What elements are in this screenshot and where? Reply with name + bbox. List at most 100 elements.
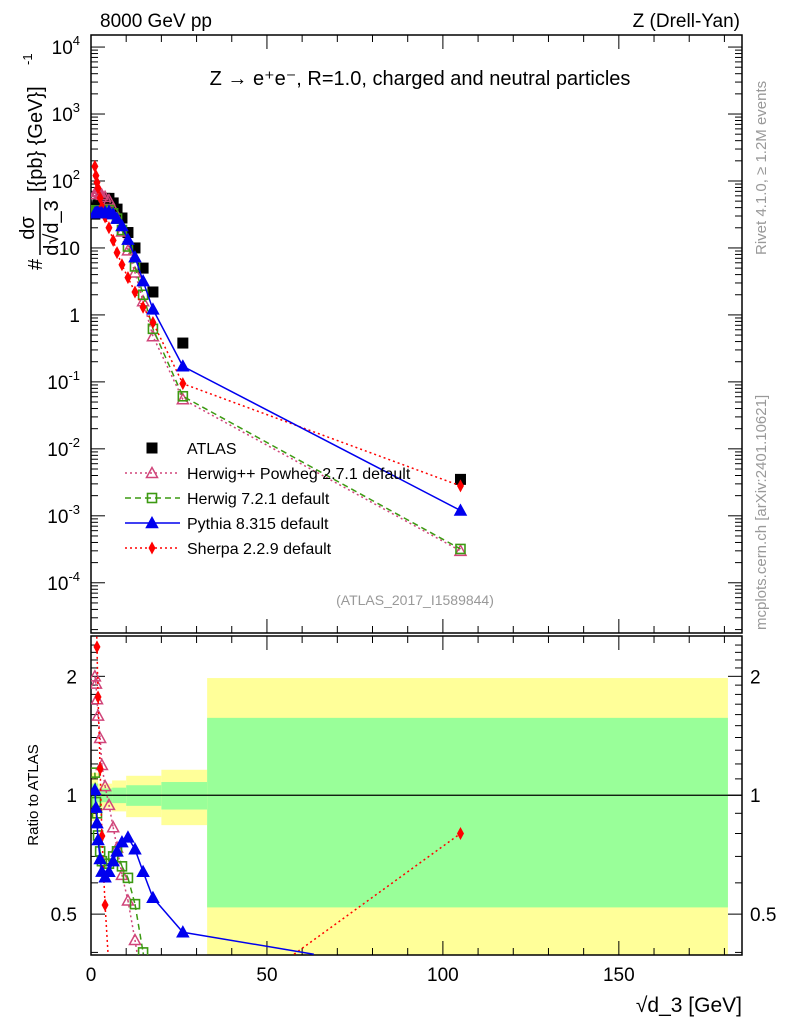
- ratio-tick-label: 1: [66, 786, 77, 807]
- ratio-line: [152, 897, 184, 933]
- ratio-point: [96, 762, 104, 776]
- ratio-point: [115, 867, 129, 881]
- x-tick-label: 150: [603, 965, 635, 986]
- data-point: [129, 242, 141, 254]
- data-point: [118, 258, 126, 272]
- ratio-line: [94, 676, 97, 684]
- y-label-hash: #: [25, 258, 47, 270]
- legend-label: ATLAS: [187, 441, 237, 458]
- data-point: [176, 359, 190, 372]
- header-right: Z (Drell-Yan): [633, 11, 740, 32]
- data-point: [110, 211, 124, 224]
- main-series: [91, 159, 468, 557]
- ratio-tick-label-right: 0.5: [750, 905, 776, 926]
- x-tick-label: 0: [86, 965, 97, 986]
- analysis-id: (ATLAS_2017_I1589844): [336, 592, 494, 608]
- ratio-line: [293, 832, 461, 955]
- main-panel-frame: [90, 34, 743, 634]
- ratio-point: [91, 708, 105, 721]
- series-atlas: [91, 192, 466, 485]
- legend-label: Sherpa 2.2.9 default: [187, 541, 332, 558]
- y-tick-label: 10-4: [47, 569, 80, 595]
- ratio-line: [112, 827, 118, 848]
- data-point: [179, 377, 187, 391]
- band-inner: [207, 717, 728, 908]
- y-tick-label: 102: [52, 167, 80, 193]
- mcplots-label: mcplots.cern.ch [arXiv:2401.10621]: [753, 395, 770, 630]
- x-tick-label: 100: [427, 965, 459, 986]
- ratio-line: [101, 764, 106, 787]
- ratio-line: [97, 715, 101, 739]
- ratio-line: [182, 931, 314, 955]
- ratio-point: [102, 864, 116, 878]
- ratio-point: [128, 842, 142, 855]
- ratio-point: [128, 932, 142, 946]
- y-tick-label: 104: [52, 33, 80, 59]
- legend-item: Herwig 7.2.1 default: [125, 491, 330, 508]
- ratio-point: [129, 898, 141, 910]
- data-point: [176, 392, 190, 405]
- ratio-point: [91, 832, 105, 846]
- data-point: [453, 543, 468, 557]
- legend-item: ATLAS: [146, 441, 237, 458]
- ratio-line: [97, 696, 101, 769]
- legend-item: Herwig++ Powheg 2.7.1 default: [125, 465, 411, 483]
- ratio-line: [134, 939, 138, 955]
- ratio-point: [91, 800, 103, 813]
- ratio-point: [93, 730, 107, 744]
- y-label-num: dσ: [17, 216, 39, 240]
- data-point: [128, 250, 142, 263]
- ratio-line: [104, 904, 109, 955]
- ratio-point: [176, 925, 190, 938]
- legend-marker: [146, 442, 158, 454]
- data-point: [453, 503, 468, 516]
- y-tick-label: 10-1: [47, 368, 80, 394]
- ratio-point: [456, 827, 464, 841]
- legend-label: Herwig++ Powheg 2.7.1 default: [187, 466, 411, 483]
- ratio-point: [106, 820, 120, 833]
- data-point: [122, 227, 134, 239]
- ratio-tick-label-right: 2: [750, 667, 761, 688]
- ratio-point: [106, 854, 120, 867]
- ratio-tick-label: 2: [66, 667, 77, 688]
- ratio-point: [137, 947, 149, 955]
- ratio-point: [93, 851, 107, 865]
- y-tick-label: 10: [59, 239, 80, 260]
- data-point: [177, 390, 189, 402]
- y-label-den: d√d_3: [41, 200, 63, 255]
- ratio-point: [136, 864, 150, 878]
- ratio-point: [91, 816, 104, 829]
- legend-marker: [145, 515, 159, 529]
- y-tick-label: 1: [69, 306, 80, 327]
- chart-title: Z → e⁺e⁻, R=1.0, charged and neutral par…: [210, 68, 631, 90]
- data-point: [113, 246, 121, 260]
- series-pythia-8-315-default: [91, 204, 468, 516]
- data-point: [455, 543, 466, 555]
- data-point: [177, 337, 189, 349]
- data-point: [456, 479, 464, 493]
- ratio-point: [122, 872, 134, 884]
- legend-item: Pythia 8.315 default: [125, 515, 329, 533]
- data-point: [105, 221, 113, 235]
- data-point: [128, 265, 142, 278]
- data-point: [136, 274, 150, 287]
- y-tick-label: 10-2: [47, 435, 80, 461]
- ratio-panel-frame: [90, 635, 743, 956]
- y-tick-label: 10-3: [47, 502, 80, 528]
- ratio-line: [134, 904, 144, 953]
- legend-marker: [146, 492, 158, 504]
- ratio-y-label: Ratio to ATLAS: [25, 744, 42, 845]
- legend-item: Sherpa 2.2.9 default: [125, 541, 332, 558]
- data-point: [131, 285, 139, 299]
- x-axis-label: √d_3 [GeV]: [636, 994, 742, 1017]
- legend-label: Herwig 7.2.1 default: [187, 491, 330, 508]
- ratio-point: [94, 690, 102, 704]
- data-point: [94, 181, 102, 195]
- data-point: [149, 316, 157, 330]
- ratio-point: [91, 782, 102, 796]
- ratio-series-pythia-8-315-default: [91, 782, 314, 955]
- data-point: [109, 233, 117, 247]
- ratio-line: [127, 900, 136, 941]
- header-left: 8000 GeV pp: [100, 11, 212, 32]
